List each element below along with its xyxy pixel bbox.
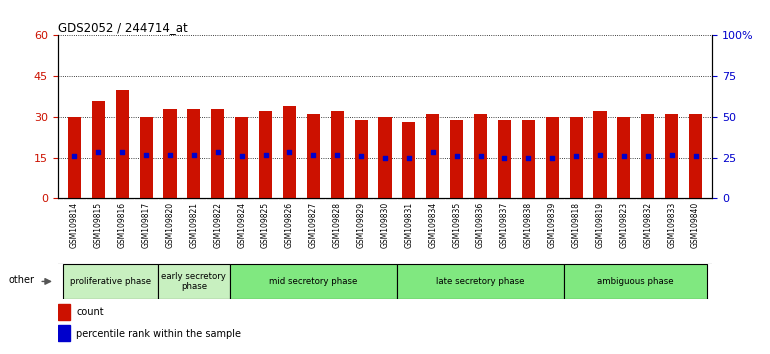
Point <box>570 153 582 159</box>
Point <box>164 152 176 158</box>
Bar <box>378 117 392 198</box>
Text: GSM109834: GSM109834 <box>428 201 437 248</box>
Bar <box>283 106 296 198</box>
Text: GSM109814: GSM109814 <box>70 201 79 248</box>
Text: GSM109825: GSM109825 <box>261 201 270 248</box>
Bar <box>594 112 607 198</box>
Text: other: other <box>8 275 35 285</box>
Bar <box>58 325 69 342</box>
Point <box>283 149 296 155</box>
Bar <box>354 120 368 198</box>
Text: GSM109839: GSM109839 <box>547 201 557 248</box>
Bar <box>498 120 511 198</box>
Text: GSM109835: GSM109835 <box>452 201 461 248</box>
Bar <box>450 120 464 198</box>
Point <box>92 149 105 155</box>
Point <box>665 152 678 158</box>
Bar <box>689 114 702 198</box>
Point <box>379 155 391 160</box>
Text: GSM109818: GSM109818 <box>571 201 581 247</box>
Text: GSM109838: GSM109838 <box>524 201 533 248</box>
Point <box>307 152 320 158</box>
Point <box>641 153 654 159</box>
Point <box>618 153 630 159</box>
Point <box>474 153 487 159</box>
Point <box>403 155 415 160</box>
Point <box>236 153 248 159</box>
Point <box>331 152 343 158</box>
Text: GSM109816: GSM109816 <box>118 201 127 248</box>
Point <box>546 155 558 160</box>
Point <box>140 152 152 158</box>
Bar <box>618 117 631 198</box>
FancyBboxPatch shape <box>229 264 397 299</box>
Bar <box>259 112 272 198</box>
FancyBboxPatch shape <box>62 264 158 299</box>
Bar <box>139 117 152 198</box>
Point <box>594 152 606 158</box>
Bar <box>570 117 583 198</box>
Text: GSM109821: GSM109821 <box>189 201 199 247</box>
Point <box>212 149 224 155</box>
Bar <box>402 122 416 198</box>
Text: GSM109829: GSM109829 <box>357 201 366 248</box>
Text: late secretory phase: late secretory phase <box>437 277 525 286</box>
Text: GSM109836: GSM109836 <box>476 201 485 248</box>
Text: GDS2052 / 244714_at: GDS2052 / 244714_at <box>58 21 188 34</box>
Text: GSM109817: GSM109817 <box>142 201 151 248</box>
Text: count: count <box>76 307 104 317</box>
FancyBboxPatch shape <box>397 264 564 299</box>
Text: GSM109827: GSM109827 <box>309 201 318 248</box>
Text: GSM109822: GSM109822 <box>213 201 223 247</box>
Bar <box>187 109 200 198</box>
Text: early secretory
phase: early secretory phase <box>162 272 226 291</box>
Point <box>259 152 272 158</box>
FancyBboxPatch shape <box>564 264 708 299</box>
Bar <box>522 120 535 198</box>
Text: GSM109826: GSM109826 <box>285 201 294 248</box>
Text: GSM109828: GSM109828 <box>333 201 342 247</box>
Text: GSM109840: GSM109840 <box>691 201 700 248</box>
Bar <box>330 112 343 198</box>
Bar <box>235 117 248 198</box>
Point <box>355 153 367 159</box>
Text: GSM109833: GSM109833 <box>667 201 676 248</box>
FancyBboxPatch shape <box>158 264 229 299</box>
Bar <box>665 114 678 198</box>
Text: GSM109824: GSM109824 <box>237 201 246 248</box>
Text: GSM109831: GSM109831 <box>404 201 413 248</box>
Bar <box>116 90 129 198</box>
Bar <box>58 304 69 320</box>
Bar <box>641 114 654 198</box>
Text: proliferative phase: proliferative phase <box>70 277 151 286</box>
Point <box>427 149 439 155</box>
Bar <box>306 114 320 198</box>
Text: GSM109823: GSM109823 <box>619 201 628 248</box>
Text: GSM109830: GSM109830 <box>380 201 390 248</box>
Bar <box>427 114 440 198</box>
Text: GSM109820: GSM109820 <box>166 201 175 248</box>
Text: GSM109815: GSM109815 <box>94 201 103 248</box>
Text: GSM109832: GSM109832 <box>643 201 652 248</box>
Point <box>522 155 534 160</box>
Point <box>188 152 200 158</box>
Text: ambiguous phase: ambiguous phase <box>598 277 674 286</box>
Point <box>450 153 463 159</box>
Bar <box>68 117 81 198</box>
Bar <box>163 109 176 198</box>
Bar <box>474 114 487 198</box>
Bar <box>546 117 559 198</box>
Point <box>69 153 81 159</box>
Bar <box>92 101 105 198</box>
Bar <box>211 109 224 198</box>
Point <box>689 153 701 159</box>
Point <box>498 155 511 160</box>
Text: percentile rank within the sample: percentile rank within the sample <box>76 329 241 339</box>
Point <box>116 149 129 155</box>
Text: GSM109837: GSM109837 <box>500 201 509 248</box>
Text: GSM109819: GSM109819 <box>595 201 604 248</box>
Text: mid secretory phase: mid secretory phase <box>270 277 357 286</box>
